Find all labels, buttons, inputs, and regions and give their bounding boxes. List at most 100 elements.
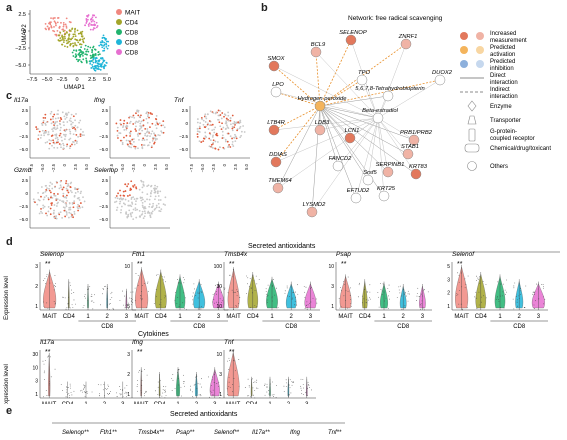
feature-plot-point xyxy=(158,134,161,137)
violin-point xyxy=(157,386,159,388)
umap-cell-point xyxy=(61,43,64,46)
umap-cell-point xyxy=(73,33,76,36)
feature-plot-point xyxy=(82,131,84,133)
violin-point xyxy=(124,392,126,394)
feature-plot-point xyxy=(48,139,51,141)
network-legend-label: Chemical/drug/toxicant xyxy=(490,146,551,152)
feature-plot-point xyxy=(144,205,146,208)
umap-cell-point xyxy=(62,25,65,28)
feature-plot-point xyxy=(125,128,128,131)
umap-cell-point xyxy=(91,48,93,51)
violin-gene-title: Psap xyxy=(336,251,351,258)
feature-plot-point xyxy=(144,212,147,215)
feature-plot-point xyxy=(141,204,144,207)
violin-point xyxy=(157,393,159,395)
violin-point xyxy=(295,291,297,293)
network-edge xyxy=(315,51,379,119)
feature-plot-point xyxy=(63,209,66,212)
feature-plot-point xyxy=(131,211,134,214)
feature-plot-point xyxy=(63,124,65,127)
feature-plot-point xyxy=(73,126,75,129)
violin-point xyxy=(86,392,88,394)
violin-point xyxy=(120,393,122,395)
feature-plot-point xyxy=(70,191,73,194)
feature-plot-xtick: 5.0 xyxy=(164,233,169,234)
violin-point xyxy=(497,281,499,283)
umap-cell-point xyxy=(100,44,103,46)
violin-point xyxy=(380,289,382,290)
violin-point xyxy=(517,305,519,307)
umap-cell-point xyxy=(82,58,85,61)
network-node-label: Srsf5 xyxy=(363,170,377,176)
violin-point xyxy=(542,284,544,286)
feature-plot-point xyxy=(77,209,80,212)
violin-point xyxy=(228,357,230,359)
violin-point xyxy=(49,356,51,358)
violin-point xyxy=(306,301,308,303)
feature-plot-point xyxy=(51,187,54,190)
violin-point xyxy=(213,382,215,384)
umap-cell-point xyxy=(85,50,88,53)
feature-plot-point xyxy=(235,135,237,138)
network-node xyxy=(306,206,318,218)
feature-plot-point xyxy=(128,140,131,143)
feature-plot-point xyxy=(214,126,217,129)
feature-plot-point xyxy=(148,116,150,119)
violin-point xyxy=(110,391,111,392)
feature-plot-point xyxy=(231,143,234,146)
feature-plot-ytick: −5.0 xyxy=(99,217,108,222)
feature-plot-point xyxy=(77,207,80,210)
violin-point xyxy=(73,390,75,392)
feature-plot-point xyxy=(219,109,222,112)
umap-cell-point xyxy=(60,21,62,24)
feature-plot-point xyxy=(156,122,159,125)
violin-point xyxy=(213,373,215,375)
feature-plot-point xyxy=(220,128,223,130)
violin-point xyxy=(211,392,213,393)
violin-point xyxy=(541,284,543,285)
feature-plot-point xyxy=(70,113,73,116)
violin-point xyxy=(181,395,182,397)
feature-plot-point xyxy=(219,125,222,128)
feature-plot-point xyxy=(212,111,215,114)
feature-plot-point xyxy=(125,211,128,214)
feature-plot-point xyxy=(59,116,62,119)
violin-point xyxy=(107,388,109,390)
violin-group-label: 2 xyxy=(402,314,406,320)
violin-ytick: 3 xyxy=(219,372,222,378)
violin-group-label: 2 xyxy=(195,402,199,404)
violin-cd8-label: CD8 xyxy=(397,324,410,330)
feature-plot-point xyxy=(61,111,64,114)
feature-plot-ytick: 0 xyxy=(185,121,188,126)
violin-point xyxy=(479,282,481,284)
feature-plot-point xyxy=(132,140,135,143)
umap-ytick-label: 0 xyxy=(23,29,26,35)
violin-point xyxy=(123,304,124,306)
violin-point xyxy=(126,393,128,395)
violin-point xyxy=(238,303,239,304)
violin-point xyxy=(194,288,195,290)
violin-point xyxy=(195,295,197,296)
violin-point xyxy=(420,305,422,307)
feature-plot-point xyxy=(142,137,145,140)
violin-point xyxy=(218,382,220,384)
violin-point xyxy=(197,297,199,299)
feature-plot-point xyxy=(242,125,245,127)
violin-point xyxy=(303,387,304,389)
feature-plot-point xyxy=(115,200,118,203)
violin-point xyxy=(140,297,141,299)
umap-ytick-label: −2.5 xyxy=(15,46,26,52)
feature-plot-point xyxy=(164,196,167,199)
violin-point xyxy=(140,295,142,297)
violin-point xyxy=(501,295,503,297)
feature-plot-point xyxy=(198,125,201,128)
feature-plot-ytick: 0 xyxy=(105,191,108,196)
feature-plot-point xyxy=(151,122,154,125)
violin-point xyxy=(197,292,199,294)
feature-plot-point xyxy=(124,198,127,201)
violin-point xyxy=(227,309,229,311)
feature-plot-point xyxy=(38,130,41,133)
network-edge xyxy=(319,105,409,155)
